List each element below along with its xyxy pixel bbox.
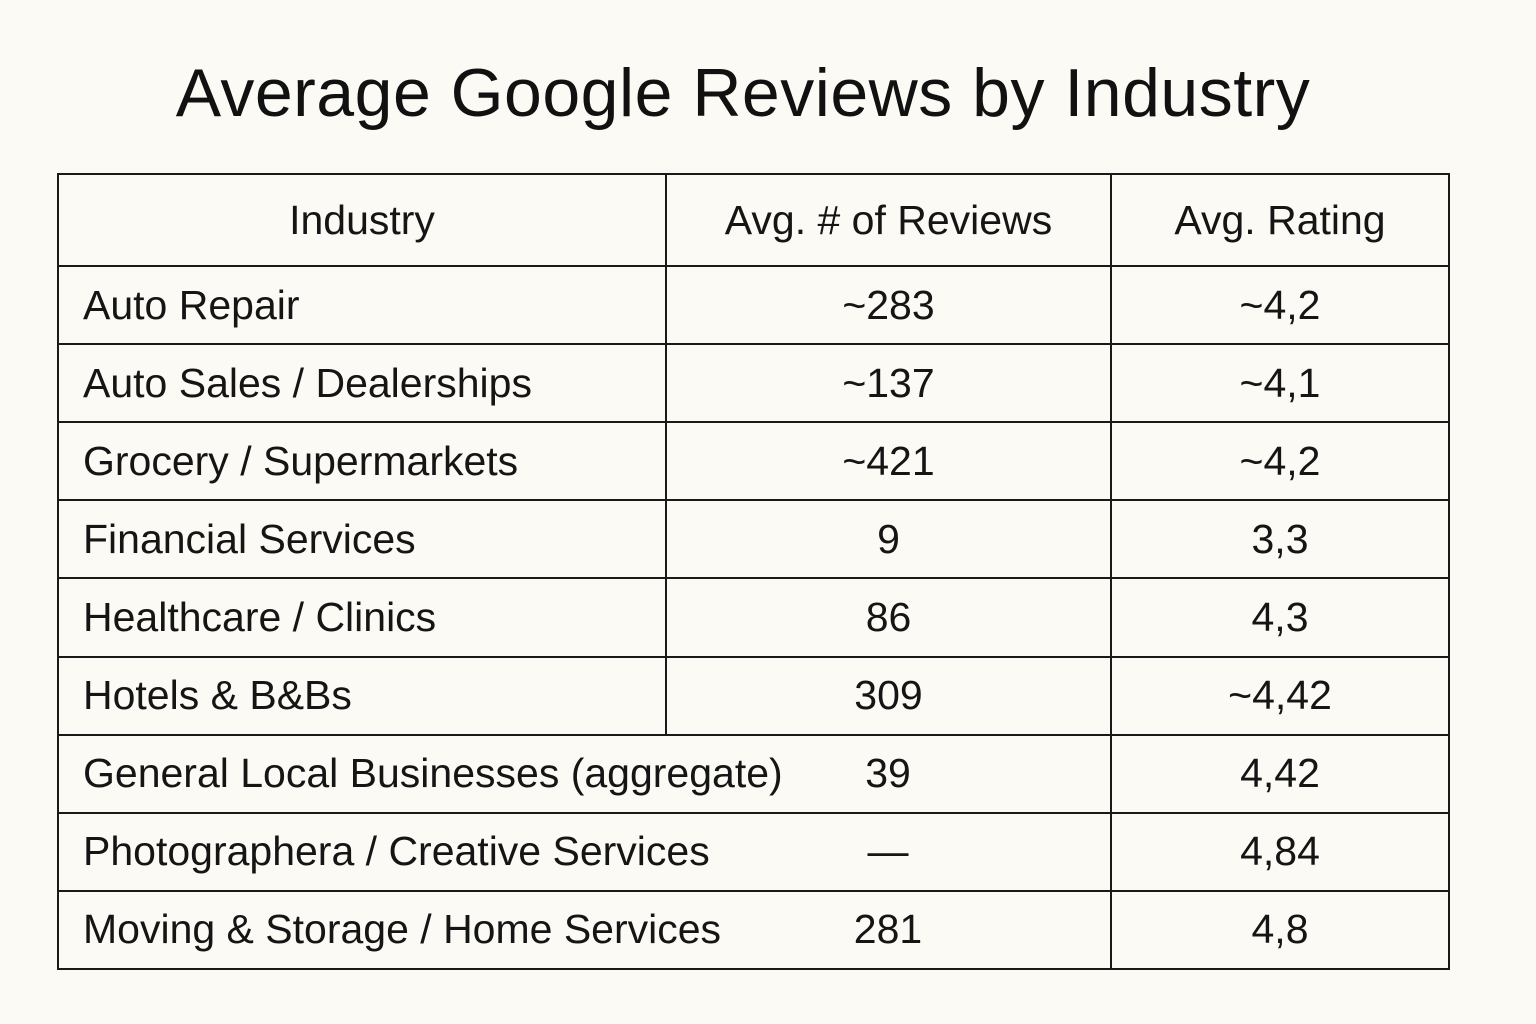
cell-avg-rating: 4,84	[1110, 811, 1448, 892]
cell-avg-reviews: 281	[666, 889, 1112, 968]
cell-avg-rating: 4,3	[1110, 577, 1448, 658]
header-avg-rating: Avg. Rating	[1110, 175, 1448, 267]
reviews-table-frame: Industry Avg. # of Reviews Avg. Rating A…	[57, 173, 1450, 970]
table-row: Auto Sales / Dealerships ~137 ~4,1	[59, 343, 1448, 424]
cell-avg-reviews: 86	[665, 577, 1112, 658]
table-row: Moving & Storage / Home Services 281 4,8	[59, 889, 1448, 968]
cell-industry: Hotels & B&Bs	[59, 655, 667, 736]
cell-avg-rating: 3,3	[1110, 499, 1448, 580]
table-header-row: Industry Avg. # of Reviews Avg. Rating	[59, 175, 1448, 267]
cell-industry: Moving & Storage / Home Services	[59, 889, 721, 968]
header-avg-reviews: Avg. # of Reviews	[665, 175, 1112, 267]
cell-industry: Healthcare / Clinics	[59, 577, 667, 658]
cell-avg-reviews: ~137	[665, 343, 1112, 424]
cell-avg-rating: 4,42	[1110, 733, 1448, 814]
table-row: Auto Repair ~283 ~4,2	[59, 264, 1448, 346]
table-body: Auto Repair ~283 ~4,2 Auto Sales / Dealersh…	[59, 264, 1448, 968]
cell-industry: Auto Repair	[59, 264, 667, 346]
cell-avg-reviews: ~421	[665, 421, 1112, 502]
table-row: Grocery / Supermarkets ~421 ~4,2	[59, 421, 1448, 502]
cell-avg-rating: ~4,2	[1110, 264, 1448, 346]
cell-industry: Grocery / Supermarkets	[59, 421, 667, 502]
cell-avg-rating: ~4,2	[1110, 421, 1448, 502]
cell-avg-rating: ~4,1	[1110, 343, 1448, 424]
table-row: General Local Businesses (aggregate) 39 4,…	[59, 733, 1448, 814]
chart-title: Average Google Reviews by Industry	[175, 55, 1311, 131]
cell-avg-reviews: 39	[666, 733, 1112, 814]
table-row: Photographera / Creative Services —4,84	[59, 811, 1448, 892]
cell-avg-rating: 4,8	[1110, 889, 1448, 968]
cell-avg-reviews: —	[666, 811, 1112, 892]
reviews-table: Industry Avg. # of Reviews Avg. Rating A…	[59, 175, 1448, 968]
cell-industry: Auto Sales / Dealerships	[59, 343, 667, 424]
table-row: Hotels & B&Bs 309 ~4,42	[59, 655, 1448, 736]
cell-avg-reviews: ~283	[665, 264, 1112, 346]
cell-avg-reviews: 9	[665, 499, 1112, 580]
cell-avg-reviews: 309	[665, 655, 1112, 736]
cell-industry: Photographera / Creative Services	[59, 811, 710, 892]
cell-industry: Financial Services	[59, 499, 667, 580]
table-row: Financial Services 9 3,3	[59, 499, 1448, 580]
table-row: Healthcare / Clinics 86 4,3	[59, 577, 1448, 658]
cell-industry: General Local Businesses (aggregate)	[59, 733, 783, 814]
cell-avg-rating: ~4,42	[1110, 655, 1448, 736]
header-industry: Industry	[59, 175, 667, 267]
